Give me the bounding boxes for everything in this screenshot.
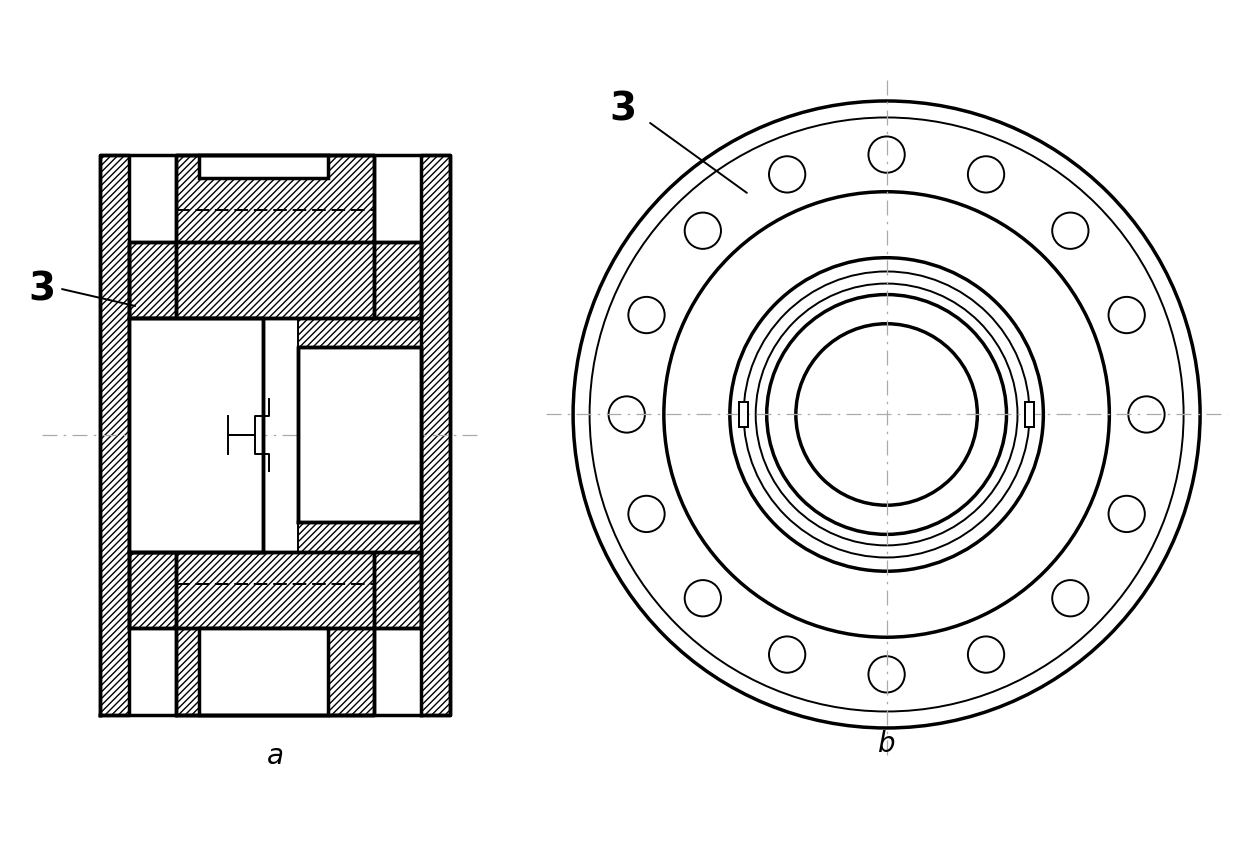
Polygon shape — [176, 155, 374, 243]
Polygon shape — [299, 523, 420, 552]
Polygon shape — [374, 552, 420, 628]
Polygon shape — [299, 318, 420, 348]
Text: a: a — [267, 742, 284, 770]
Bar — [739, 403, 748, 426]
Polygon shape — [129, 552, 176, 628]
Polygon shape — [176, 552, 374, 628]
Text: 3: 3 — [29, 270, 55, 308]
Bar — [200, 628, 327, 715]
Polygon shape — [129, 243, 176, 318]
Bar — [299, 348, 420, 523]
Polygon shape — [100, 155, 129, 715]
Text: b: b — [878, 730, 895, 759]
Polygon shape — [374, 243, 420, 318]
Bar — [200, 155, 327, 179]
Bar — [129, 318, 263, 552]
Bar — [1025, 403, 1034, 426]
Polygon shape — [176, 243, 374, 318]
Text: 3: 3 — [609, 91, 636, 129]
Polygon shape — [420, 155, 450, 715]
Polygon shape — [176, 628, 374, 715]
